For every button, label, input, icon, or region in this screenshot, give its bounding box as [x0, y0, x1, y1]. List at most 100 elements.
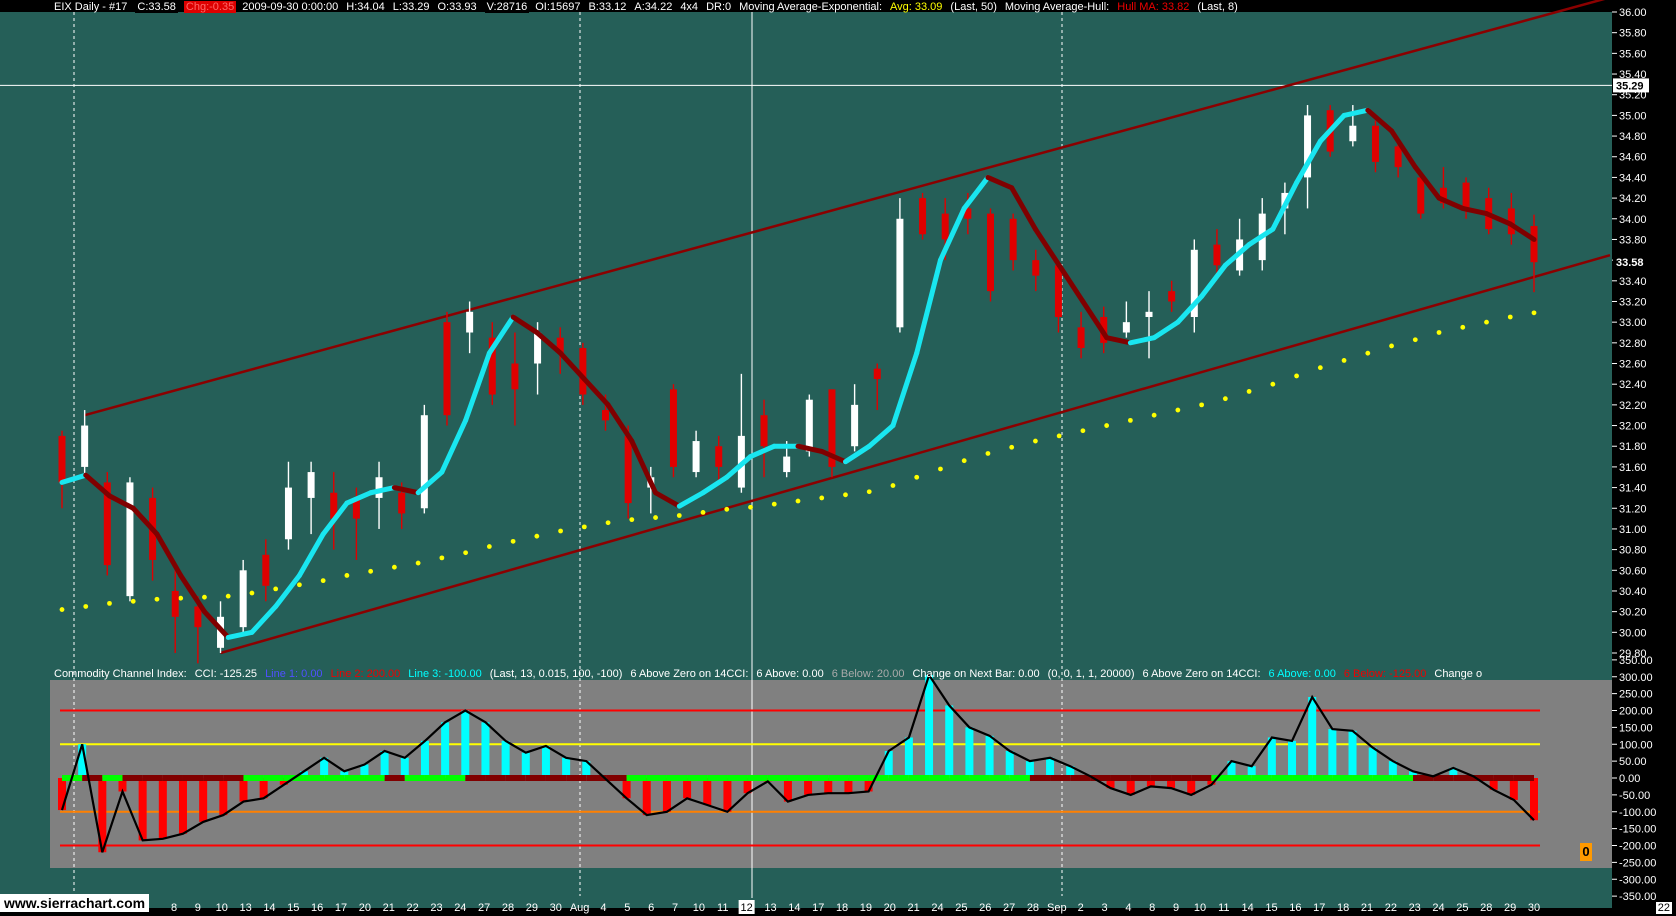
candle-bear — [1032, 260, 1040, 276]
candle-bear — [1439, 187, 1447, 204]
cci-bar — [380, 751, 389, 778]
hull-ma-segment — [605, 402, 635, 444]
cci-bar — [1388, 761, 1397, 778]
ema-dot — [130, 598, 136, 604]
cci-axis-label: 300.00 — [1619, 672, 1653, 684]
candle-bear — [330, 492, 338, 519]
oi-label: OI:15697 — [535, 1, 581, 13]
ema-dot — [1412, 337, 1418, 343]
hull-ma-segment — [748, 443, 777, 460]
price-axis-label: 35.60 — [1619, 48, 1647, 60]
x-axis-label: 28 — [1027, 902, 1039, 914]
price-axis-label: 33.40 — [1619, 276, 1647, 288]
cci-bar — [1449, 767, 1458, 778]
x-axis-label: 7 — [672, 902, 678, 914]
price-axis-label: 35.80 — [1619, 28, 1647, 40]
x-axis-label: 21 — [1361, 902, 1373, 914]
hull-ma-segment — [724, 454, 754, 480]
candle-bear — [760, 415, 768, 447]
x-axis-label: Aug — [570, 902, 590, 914]
ema-dot — [938, 466, 943, 472]
x-axis-label: 15 — [1265, 902, 1277, 914]
cci-bar — [804, 778, 813, 795]
cci-bar — [864, 778, 873, 792]
cci-bar — [481, 722, 490, 778]
hull-ma-segment — [368, 485, 397, 496]
cci-bar — [1530, 778, 1538, 821]
study1-below: 6 Below: 20.00 — [831, 668, 905, 680]
candle-bear — [488, 337, 496, 395]
cci-bar — [1106, 778, 1115, 789]
cci-value: CCI: -125.25 — [194, 668, 258, 680]
cci-axis-label: -350.00 — [1619, 891, 1656, 903]
candle-bull — [1190, 249, 1198, 317]
cci-bar — [1167, 778, 1176, 789]
ema-dot — [676, 513, 682, 518]
price-axis-label: 34.00 — [1619, 214, 1647, 226]
candle-bear — [58, 435, 66, 483]
ema-dot — [581, 524, 587, 530]
ema-dot — [1080, 428, 1086, 434]
cci-bar — [138, 778, 147, 841]
x-axis-label: 9 — [195, 902, 201, 914]
chart-header: EIX Daily - #17 C:33.58 Chg:-0.35 2009-09-3… — [54, 0, 1246, 14]
corner-label: 22 — [1655, 902, 1672, 914]
x-axis-label: 24 — [1432, 902, 1444, 914]
price-axis-label: 33.20 — [1619, 296, 1647, 308]
price-axis-label: 34.40 — [1619, 172, 1647, 184]
ema-dot — [914, 474, 920, 480]
cci-axis-label: -100.00 — [1619, 807, 1656, 819]
price-axis-label: 34.60 — [1619, 152, 1647, 164]
x-axis-label: 30 — [1528, 902, 1540, 914]
ema-dot — [1389, 343, 1394, 349]
ema-dot — [700, 509, 706, 515]
cci-axis-label: 150.00 — [1619, 722, 1653, 734]
hull-ma-segment — [510, 314, 540, 335]
price-axis-label: 31.40 — [1619, 483, 1647, 495]
cci-axis-label: -300.00 — [1619, 874, 1656, 886]
cci-bar — [925, 675, 934, 778]
price-axis-label: 31.00 — [1619, 524, 1647, 536]
ema-dot — [1341, 358, 1347, 363]
watermark[interactable]: www.sierrachart.com — [0, 894, 150, 912]
cci-axis-label: -50.00 — [1619, 790, 1650, 802]
hull-ma-segment — [154, 531, 184, 578]
hull-ma-segment — [1246, 226, 1276, 248]
ema-dot — [391, 564, 397, 570]
hull-ma-segment — [486, 314, 516, 356]
candle-bear — [1462, 182, 1470, 209]
cci-line1: Line 1: 0.00 — [265, 668, 323, 680]
candle-bear — [443, 322, 451, 416]
ema-dot — [1460, 324, 1466, 330]
ema-dot — [1246, 389, 1252, 394]
cci-bar — [662, 778, 671, 812]
hull-ma-segment — [178, 572, 207, 615]
cci-axis-label: 350.00 — [1619, 655, 1653, 667]
price-axis-label: 29.80 — [1619, 648, 1647, 660]
ema-dot — [1294, 373, 1299, 379]
cci-panel-bg — [50, 680, 1612, 868]
hull-ma-segment — [937, 205, 967, 263]
x-axis-label: 24 — [931, 902, 943, 914]
x-axis-label: 10 — [1194, 902, 1206, 914]
candle-bear — [511, 363, 519, 390]
cci-bar — [259, 778, 268, 799]
hull-ma-segment — [59, 472, 89, 485]
ema-dot — [202, 594, 207, 600]
cci-bar — [360, 764, 369, 778]
cci-bar — [884, 751, 893, 778]
x-axis-label: 18 — [836, 902, 848, 914]
hull-ma-segment — [914, 257, 943, 356]
candle-bear — [1394, 146, 1402, 168]
x-axis-label: 8 — [171, 902, 177, 914]
hull-ma-segment — [1056, 262, 1086, 304]
candle-bear — [1417, 177, 1425, 214]
hull-ma-segment — [1104, 335, 1133, 346]
hull-ma-segment — [1222, 242, 1252, 268]
candle-bull — [239, 570, 247, 628]
main-panel-bg — [0, 12, 1612, 660]
candle-bull — [896, 218, 904, 328]
ema-dot — [1009, 444, 1015, 450]
ema-dot — [961, 458, 967, 464]
